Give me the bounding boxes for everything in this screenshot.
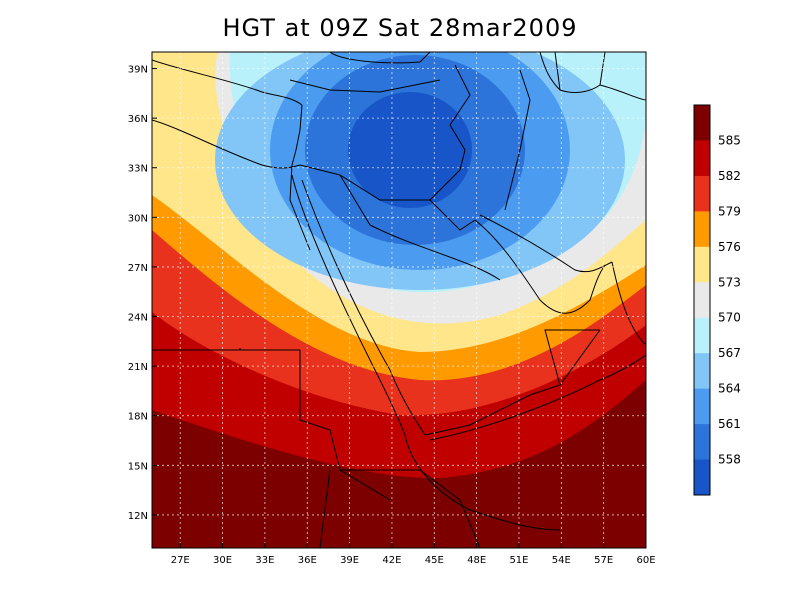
lon-tick-label: 39E (340, 555, 359, 566)
lon-tick-label: 60E (636, 555, 655, 566)
lon-tick-label: 42E (382, 555, 401, 566)
lon-tick-label: 51E (509, 555, 528, 566)
map-frame (151, 51, 647, 549)
lon-tick-label: 48E (467, 555, 486, 566)
colorbar-segment (694, 459, 710, 496)
colorbar-segment (694, 388, 710, 425)
colorbar-label: 564 (718, 382, 741, 396)
colorbar-label: 567 (718, 346, 741, 360)
lat-tick-label: 18N (128, 412, 148, 423)
lat-lon-grid (152, 52, 646, 548)
colorbar-segment (694, 175, 710, 212)
lat-tick-label: 15N (128, 461, 148, 472)
coastlines-borders (152, 52, 646, 548)
colorbar-segment (694, 105, 710, 141)
contour-band-555 (348, 92, 472, 208)
colorbar-segment (694, 140, 710, 177)
colorbar-segment (694, 246, 710, 283)
lat-tick-label: 27N (128, 263, 148, 274)
colorbar-label: 579 (718, 204, 741, 218)
colorbar-segment (694, 211, 710, 248)
colorbar-label: 570 (718, 311, 741, 325)
longitude-axis: 27E 30E 33E 36E 39E 42E 45E 48E 51E 54E 57E 60E (171, 543, 656, 566)
colorbar-segment (694, 424, 710, 461)
colorbar-label: 573 (718, 275, 741, 289)
colorbar-label: 585 (718, 133, 741, 147)
latitude-axis: 12N 15N 18N 21N 24N 27N 30N 33N 36N 39N (128, 65, 157, 522)
colorbar-label: 576 (718, 240, 741, 254)
colorbar-label: 558 (718, 453, 741, 467)
lon-tick-label: 36E (298, 555, 317, 566)
page-title: HGT at 09Z Sat 28mar2009 (222, 14, 578, 42)
lat-tick-label: 12N (128, 511, 148, 522)
lat-tick-label: 24N (128, 313, 148, 324)
lon-tick-label: 57E (594, 555, 613, 566)
colorbar-segment (694, 282, 710, 319)
lat-tick-label: 36N (128, 114, 148, 125)
lat-tick-label: 21N (128, 362, 148, 373)
colorbar-segment (694, 353, 710, 390)
lon-tick-label: 54E (552, 555, 571, 566)
lat-tick-label: 30N (128, 213, 148, 224)
colorbar-segment (694, 317, 710, 354)
colorbar-label: 582 (718, 169, 741, 183)
colorbar-frame (693, 104, 711, 496)
lat-tick-label: 33N (128, 164, 148, 175)
lon-tick-label: 30E (213, 555, 232, 566)
lon-tick-label: 27E (171, 555, 190, 566)
lat-tick-label: 39N (128, 65, 148, 76)
colorbar-label: 561 (718, 417, 741, 431)
colorbar: 585 582 579 576 573 570 567 564 561 558 (693, 104, 741, 496)
lon-tick-label: 45E (425, 555, 444, 566)
height-contour-field (152, 52, 646, 548)
lon-tick-label: 33E (255, 555, 274, 566)
